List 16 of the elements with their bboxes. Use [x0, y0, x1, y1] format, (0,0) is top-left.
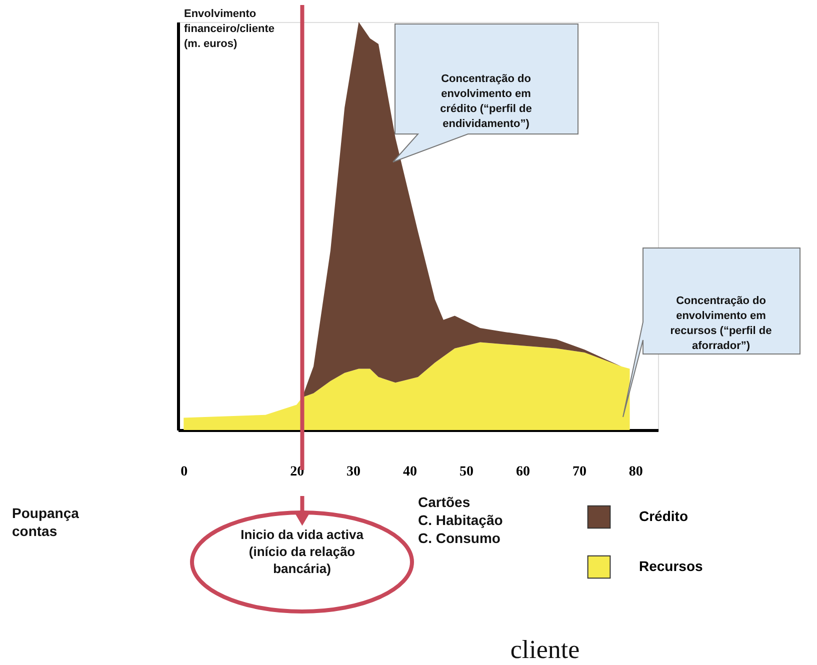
x-tick-label: 70: [572, 464, 586, 480]
annotation: Concentração do envolvimento em crédito (“perfil de endividamento”): [440, 73, 532, 130]
y-axis-title: Envolvimento financeiro/cliente (m. euros): [184, 8, 274, 50]
x-tick-label: 40: [403, 464, 418, 480]
text: Concentração do envolvimento em recursos (“perfil de aforrador”): [670, 295, 772, 352]
x-tick-label: 50: [460, 464, 474, 480]
text: cliente: [510, 635, 580, 664]
x-tick-label: 60: [516, 464, 530, 480]
text: Inicio da vida activa (início da relação bancária): [240, 527, 364, 576]
x-tick-label: 80: [628, 464, 643, 480]
legend-label: Recursos: [639, 558, 704, 574]
legend-label: Crédito: [639, 508, 688, 524]
x-tick-label: 0: [180, 464, 188, 480]
text: Poupança contas: [12, 505, 80, 539]
x-tick-label: 30: [346, 464, 361, 480]
text: Cartões C. Habitação C. Consumo: [418, 494, 503, 546]
